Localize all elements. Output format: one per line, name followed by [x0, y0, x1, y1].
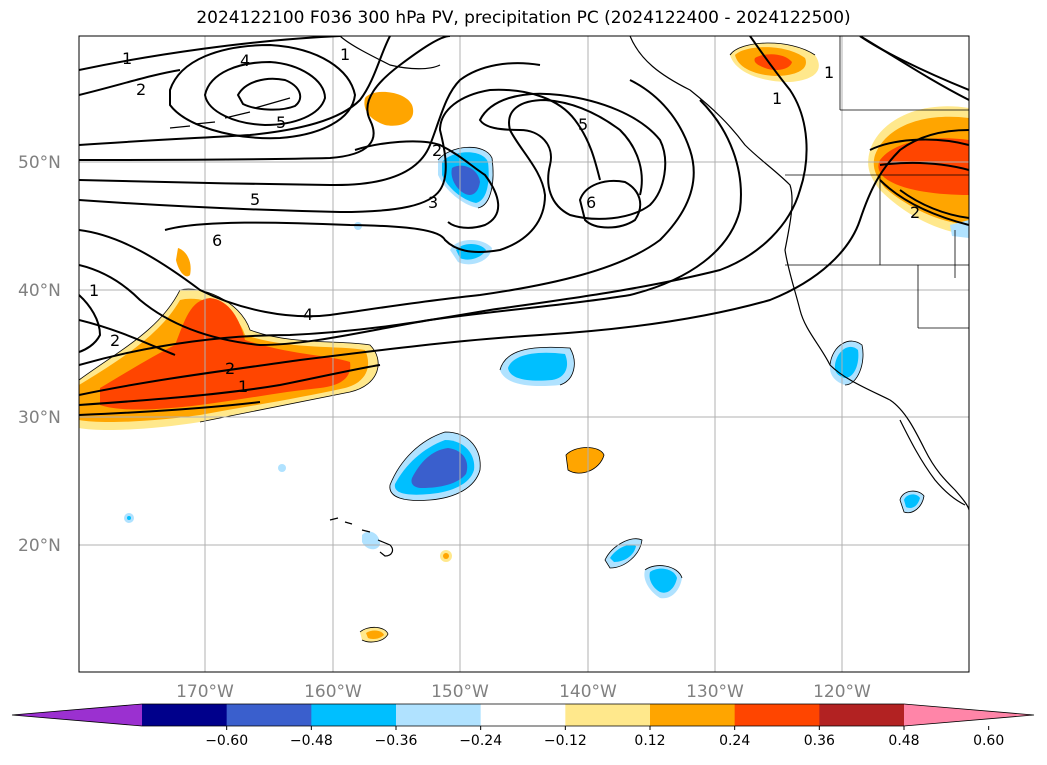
- colorbar-tick-label: 0.60: [973, 733, 1004, 749]
- colorbar-outline: [11, 703, 1035, 727]
- lon-label: 140°W: [559, 682, 617, 702]
- colorbar-segment: [819, 704, 905, 726]
- lat-label: 40°N: [18, 281, 61, 301]
- precip-shading: [79, 42, 969, 642]
- longitude-labels: 170°W 160°W 150°W 140°W 130°W 120°W: [176, 682, 871, 702]
- precip-negative-area: [127, 516, 131, 520]
- pv-contour-labels: 1 2 4 5 1 1 6 5 2 3 5 6 1 2 4 2 1 2 1: [89, 45, 920, 396]
- contour-label: 1: [772, 89, 782, 108]
- colorbar-extend-min: [12, 704, 142, 726]
- contour-label: 5: [578, 115, 588, 134]
- colorbar-segment: [311, 704, 397, 726]
- map-frame: [78, 35, 970, 673]
- political-borders: [785, 36, 969, 329]
- precip-negative-area: [904, 494, 920, 508]
- colorbar-segment: [734, 704, 820, 726]
- contour-label: 5: [276, 113, 286, 132]
- colorbar-tick-label: 0.48: [888, 733, 919, 749]
- lat-label: 30°N: [18, 408, 61, 428]
- colorbar-tick-label: −0.12: [544, 733, 587, 749]
- precip-positive-area: [443, 553, 449, 559]
- lon-label: 120°W: [813, 682, 871, 702]
- contour-label: 5: [250, 190, 260, 209]
- precip-negative-area: [451, 165, 480, 195]
- precip-positive-area: [100, 298, 351, 410]
- contour-label: 4: [303, 305, 313, 324]
- colorbar-segment: [480, 704, 566, 726]
- precip-positive-area: [364, 91, 414, 126]
- colorbar-tick-label: 0.36: [804, 733, 835, 749]
- colorbar-tick-label: 0.12: [634, 733, 665, 749]
- contour-label: 1: [340, 45, 350, 64]
- lon-label: 170°W: [176, 682, 234, 702]
- contour-label: 4: [240, 51, 250, 70]
- precip-positive-area: [878, 138, 969, 195]
- precip-negative-area: [649, 568, 677, 593]
- pv-contours: [79, 36, 969, 416]
- lon-label: 130°W: [686, 682, 744, 702]
- precip-positive-area: [754, 54, 792, 70]
- baja-coast: [899, 419, 966, 506]
- lon-label: 160°W: [304, 682, 362, 702]
- colorbar-segment: [650, 704, 736, 726]
- colorbar-tick-label: 0.24: [719, 733, 750, 749]
- map-title: 2024122100 F036 300 hPa PV, precipitatio…: [196, 8, 851, 28]
- lon-label: 150°W: [431, 682, 489, 702]
- contour-label: 6: [212, 231, 222, 250]
- precip-positive-area: [176, 248, 191, 277]
- precip-negative-area: [508, 352, 568, 381]
- contour-label: 6: [586, 193, 596, 212]
- colorbar-tick-label: −0.48: [290, 733, 333, 749]
- contour-label: 1: [89, 281, 99, 300]
- island-chain: [169, 97, 291, 129]
- lat-label: 20°N: [18, 536, 61, 556]
- colorbar: −0.60 −0.48 −0.36 −0.24 −0.12 0.12 0.24 0.36 0.4…: [11, 703, 1035, 749]
- colorbar-tick-label: −0.60: [205, 733, 248, 749]
- contour-label: 2: [910, 203, 920, 222]
- contour-label: 1: [238, 377, 248, 396]
- lat-label: 50°N: [18, 153, 61, 173]
- precip-negative-area: [411, 448, 468, 488]
- latitude-labels: 50°N 40°N 30°N 20°N: [18, 153, 61, 556]
- contour-label: 1: [122, 49, 132, 68]
- coastlines: [169, 36, 969, 511]
- precip-negative-area: [278, 464, 286, 472]
- contour-label: 2: [110, 331, 120, 350]
- colorbar-segment: [565, 704, 651, 726]
- contour-label: 2: [136, 80, 146, 99]
- colorbar-segment: [396, 704, 482, 726]
- precip-negative-area: [610, 544, 636, 562]
- colorbar-segment: [142, 704, 228, 726]
- contour-label: 3: [428, 193, 438, 212]
- contour-label: 1: [824, 63, 834, 82]
- colorbar-segment: [226, 704, 312, 726]
- colorbar-tick-label: −0.24: [459, 733, 502, 749]
- colorbar-extend-max: [904, 704, 1034, 726]
- contour-label: 2: [432, 141, 442, 160]
- precip-negative-area: [834, 346, 859, 378]
- colorbar-tick-label: −0.36: [375, 733, 418, 749]
- precip-positive-area: [366, 630, 384, 639]
- contour-label: 2: [225, 359, 235, 378]
- north-america-coast: [629, 36, 969, 511]
- precip-positive-area: [566, 447, 604, 474]
- alaska-coast: [339, 36, 441, 70]
- hawaiian-islands: [329, 517, 394, 557]
